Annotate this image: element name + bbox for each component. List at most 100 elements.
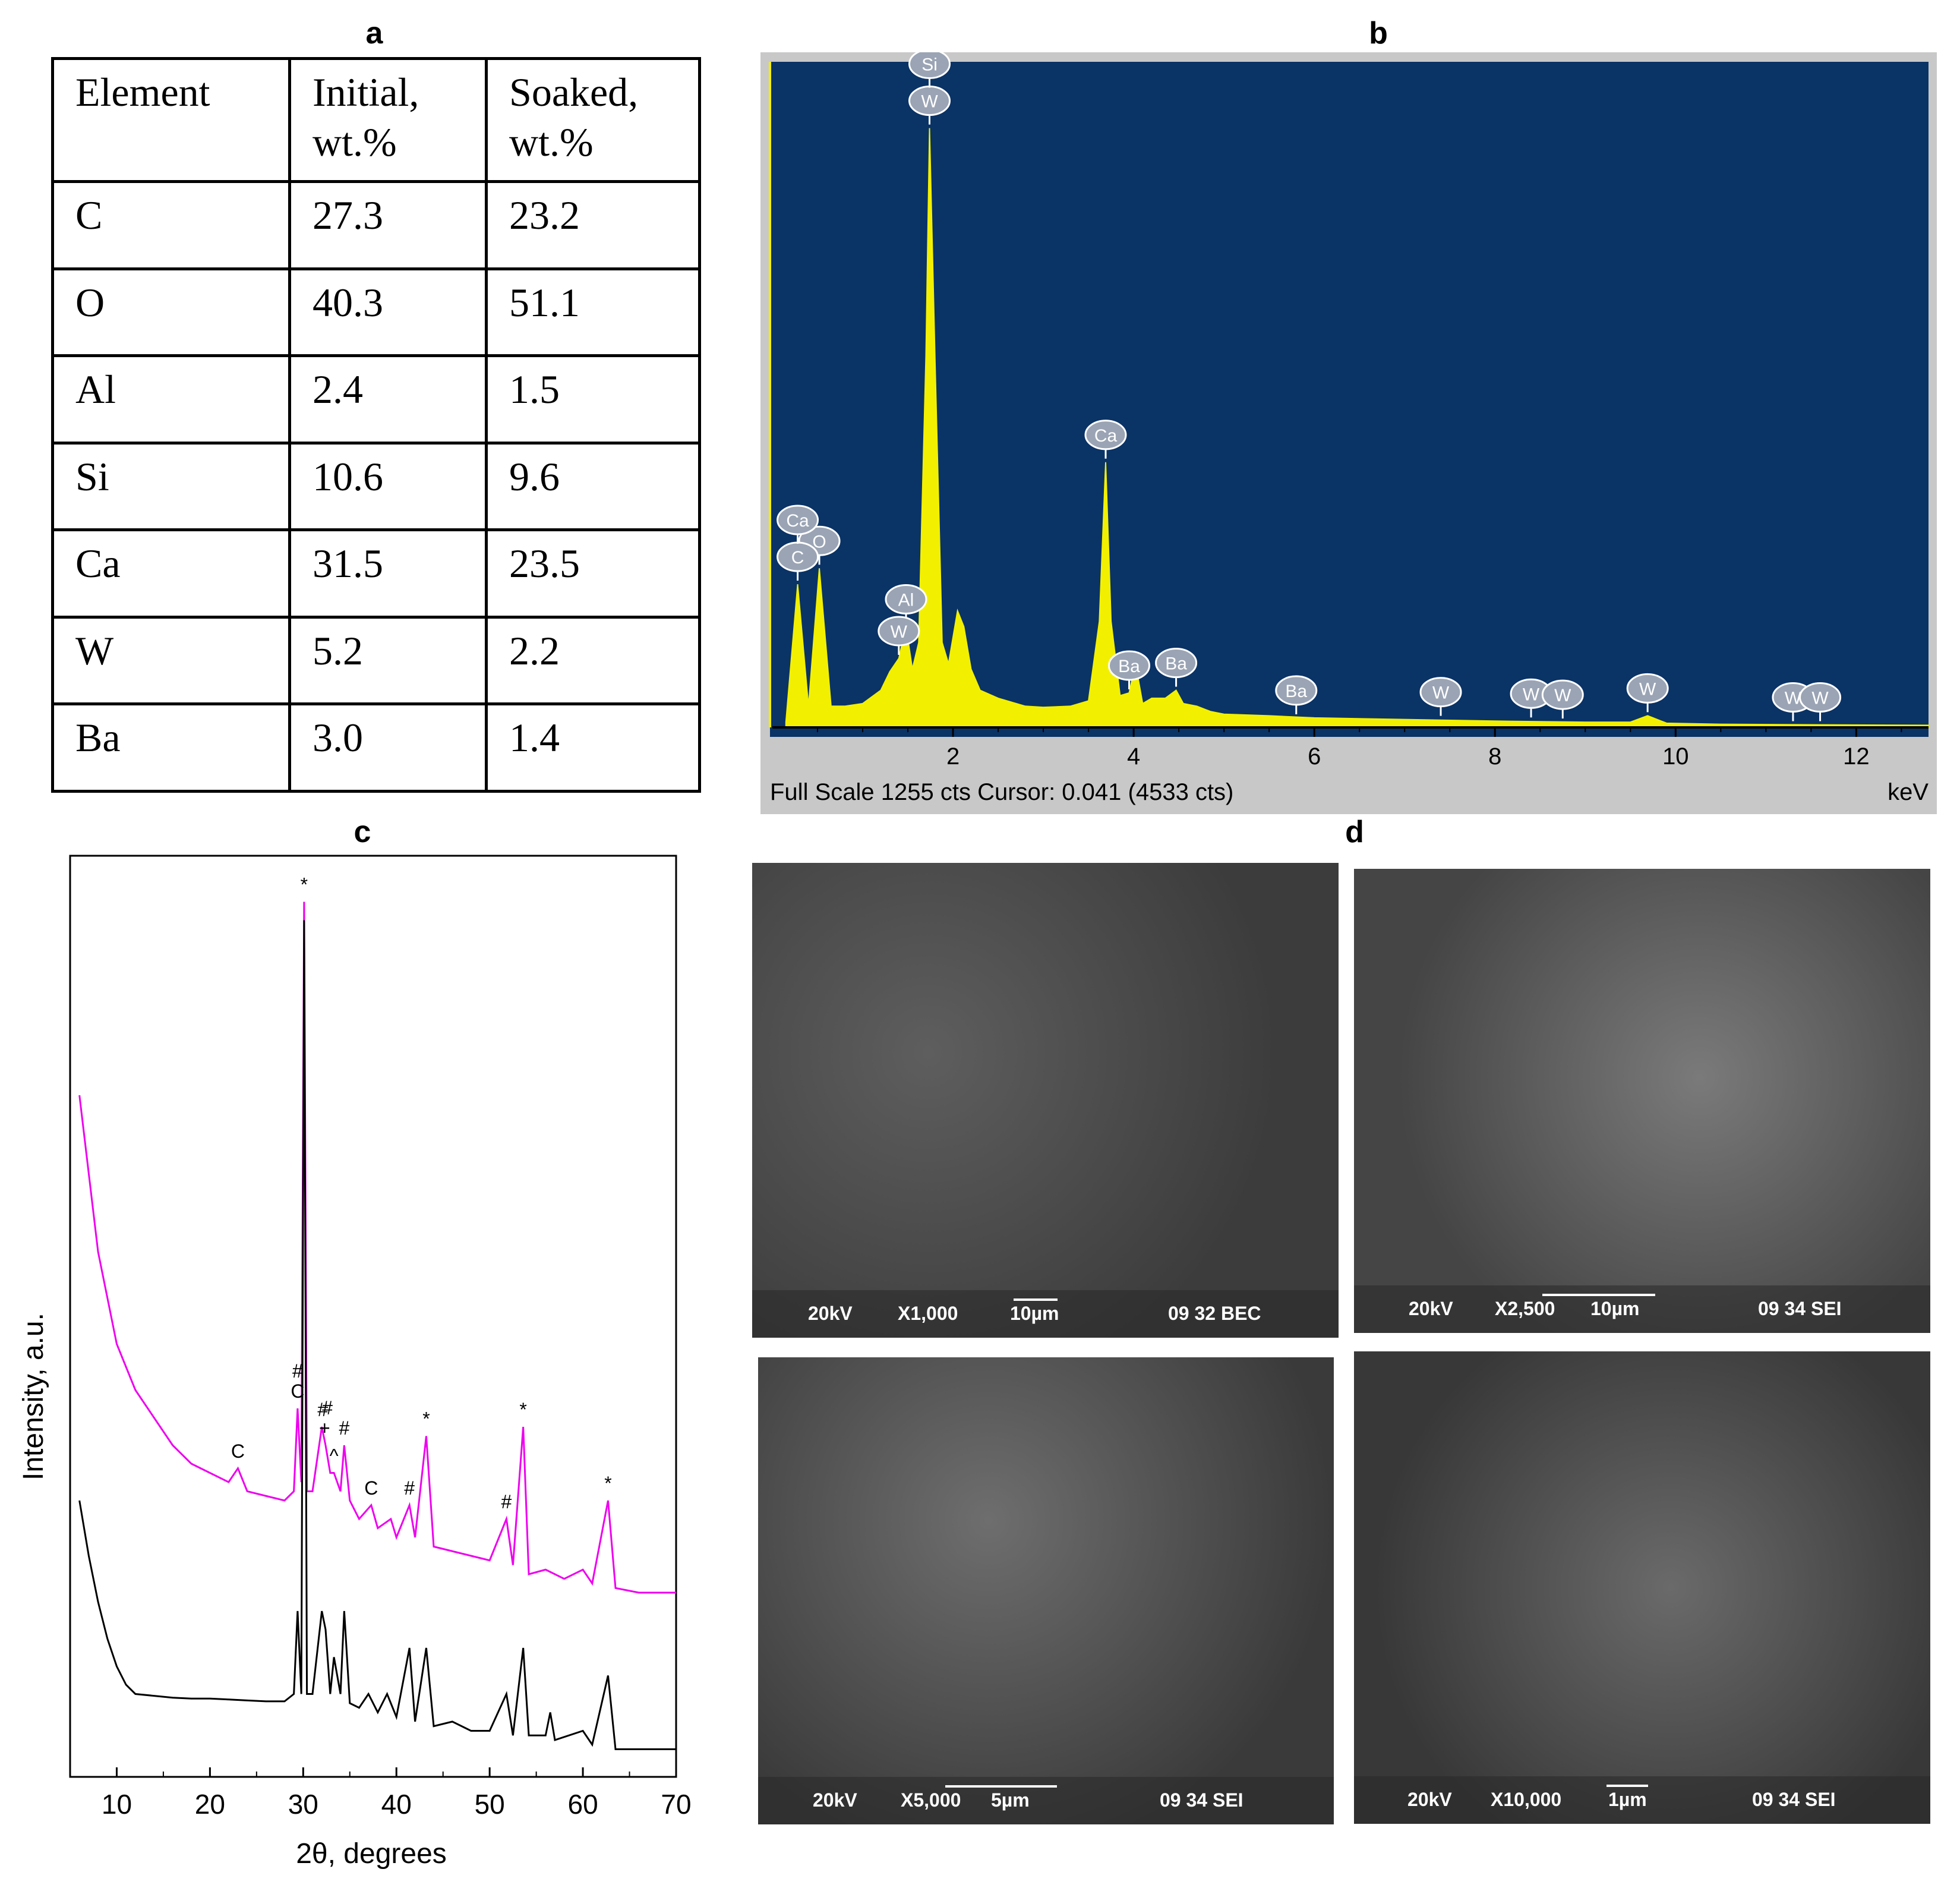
- sem-voltage: 20kV: [1409, 1298, 1453, 1319]
- xrd-phase-marker: #: [404, 1477, 415, 1499]
- xrd-x-tick-label: 30: [288, 1789, 318, 1820]
- sem-image-4: 20kV X10,000 1µm 09 34 SEI: [1354, 1351, 1930, 1824]
- cell-initial: 5.2: [288, 615, 488, 706]
- xrd-phase-marker: ^: [330, 1445, 339, 1467]
- sem-image-1: 20kV X1,000 10µm 09 32 BEC: [752, 863, 1339, 1338]
- cell-soaked: 23.5: [485, 528, 701, 619]
- cell-element: C: [51, 180, 291, 270]
- cell-initial: 3.0: [288, 702, 488, 793]
- sem-info-bar: [752, 1290, 1339, 1338]
- sem-info: 09 34 SEI: [1160, 1789, 1243, 1811]
- panel-label-b: b: [1369, 16, 1388, 51]
- cell-element: Ca: [51, 528, 291, 619]
- cell-soaked: 9.6: [485, 441, 701, 532]
- xrd-soaked-series: [78, 902, 676, 1594]
- sem-scale-bar: [945, 1785, 1057, 1788]
- header-soaked: Soaked, wt.%: [485, 57, 701, 183]
- xrd-phase-marker: C: [231, 1441, 245, 1462]
- sem-scale-label: 10µm: [1590, 1298, 1640, 1319]
- eds-peak-label: W: [1811, 689, 1829, 708]
- table-row: C 27.3 23.2: [51, 180, 701, 270]
- xrd-y-axis-label: Intensity, a.u.: [18, 1313, 49, 1480]
- panel-label-c: c: [354, 815, 371, 849]
- xrd-phase-marker: C: [364, 1477, 378, 1499]
- table-row: Si 10.6 9.6: [51, 441, 701, 532]
- sem-info: 09 32 BEC: [1168, 1303, 1261, 1324]
- xrd-x-tick-label: 50: [475, 1789, 505, 1820]
- eds-x-tick-label: 4: [1127, 743, 1140, 770]
- sem-scale-bar: [1014, 1298, 1058, 1301]
- xrd-x-axis-label: 2θ, degrees: [296, 1838, 447, 1870]
- sem-scale-bar: [1606, 1785, 1648, 1787]
- sem-info: 09 34 SEI: [1752, 1789, 1836, 1810]
- xrd-phase-marker: +: [319, 1417, 330, 1439]
- cell-soaked: 51.1: [485, 267, 701, 358]
- eds-peak-label: Ba: [1165, 654, 1187, 674]
- cell-element: Ba: [51, 702, 291, 793]
- xrd-x-tick-label: 20: [195, 1789, 225, 1820]
- xrd-x-tick-label: 70: [661, 1789, 691, 1820]
- eds-x-tick-label: 10: [1662, 743, 1689, 770]
- eds-peak-label: O: [812, 532, 826, 551]
- sem-voltage: 20kV: [808, 1303, 853, 1324]
- xrd-phase-marker: *: [519, 1399, 526, 1420]
- sem-voltage: 20kV: [1407, 1789, 1452, 1810]
- eds-peak-label: Ca: [1094, 426, 1118, 446]
- xrd-initial-series: [78, 920, 676, 1750]
- xrd-phase-marker: #: [292, 1360, 303, 1382]
- sem-scale-label: 5µm: [991, 1789, 1030, 1811]
- eds-peak-label: C: [791, 548, 804, 568]
- xrd-x-tick-label: 60: [567, 1789, 598, 1820]
- xrd-phase-marker: #: [322, 1397, 333, 1419]
- table-row: O 40.3 51.1: [51, 267, 701, 358]
- table-row: Al 2.4 1.5: [51, 354, 701, 445]
- eds-peak-label: W: [1785, 689, 1802, 708]
- cell-element: O: [51, 267, 291, 358]
- xrd-x-tick-label: 10: [102, 1789, 132, 1820]
- eds-unit-label: keV: [1888, 779, 1929, 805]
- xrd-phase-marker: #: [501, 1491, 512, 1512]
- eds-spectrum-area: [785, 128, 1929, 728]
- xrd-phase-marker: *: [422, 1408, 430, 1430]
- sem-image-3: 20kV X5,000 5µm 09 34 SEI: [758, 1357, 1334, 1824]
- composition-table: Element Initial, wt.% Soaked, wt.% C 27.3…: [51, 57, 701, 793]
- table-header-row: Element Initial, wt.% Soaked, wt.%: [51, 57, 701, 183]
- eds-peak-label: W: [1523, 685, 1540, 704]
- cell-initial: 2.4: [288, 354, 488, 445]
- eds-peak-label: Ca: [786, 511, 809, 531]
- cell-initial: 27.3: [288, 180, 488, 270]
- sem-info-bar: [758, 1777, 1334, 1824]
- sem-info-bar: [1354, 1776, 1930, 1824]
- xrd-phase-marker: #: [317, 1399, 328, 1420]
- cell-soaked: 23.2: [485, 180, 701, 270]
- sem-scale-label: 10µm: [1010, 1303, 1059, 1324]
- sem-magnification: X2,500: [1495, 1298, 1555, 1319]
- eds-peak-label: Ba: [1118, 657, 1140, 676]
- table-row: Ca 31.5 23.5: [51, 528, 701, 619]
- eds-status-text: Full Scale 1255 cts Cursor: 0.041 (4533 …: [770, 779, 1233, 805]
- sem-scale-label: 1µm: [1608, 1789, 1647, 1810]
- eds-x-tick-label: 6: [1308, 743, 1321, 770]
- eds-peak-label: W: [1639, 679, 1656, 699]
- eds-peak-label: Si: [921, 55, 938, 75]
- eds-x-tick-label: 12: [1843, 743, 1870, 770]
- xrd-phase-marker: *: [301, 874, 308, 896]
- sem-image-2: 20kV X2,500 10µm 09 34 SEI: [1354, 869, 1930, 1333]
- cell-element: W: [51, 615, 291, 706]
- sem-voltage: 20kV: [813, 1789, 857, 1811]
- sem-info-bar: [1354, 1285, 1930, 1333]
- eds-peak-label: W: [921, 92, 938, 112]
- eds-peak-label: W: [1554, 686, 1571, 705]
- xrd-phase-marker: #: [339, 1417, 349, 1439]
- eds-peak-label: W: [1432, 683, 1450, 703]
- sem-magnification: X1,000: [898, 1303, 958, 1324]
- panel-label-d: d: [1345, 815, 1364, 849]
- table-row: W 5.2 2.2: [51, 615, 701, 706]
- cell-initial: 10.6: [288, 441, 488, 532]
- header-initial: Initial, wt.%: [288, 57, 488, 183]
- xrd-phase-marker: *: [604, 1473, 611, 1494]
- cell-soaked: 2.2: [485, 615, 701, 706]
- cell-element: Si: [51, 441, 291, 532]
- sem-magnification: X5,000: [901, 1789, 961, 1811]
